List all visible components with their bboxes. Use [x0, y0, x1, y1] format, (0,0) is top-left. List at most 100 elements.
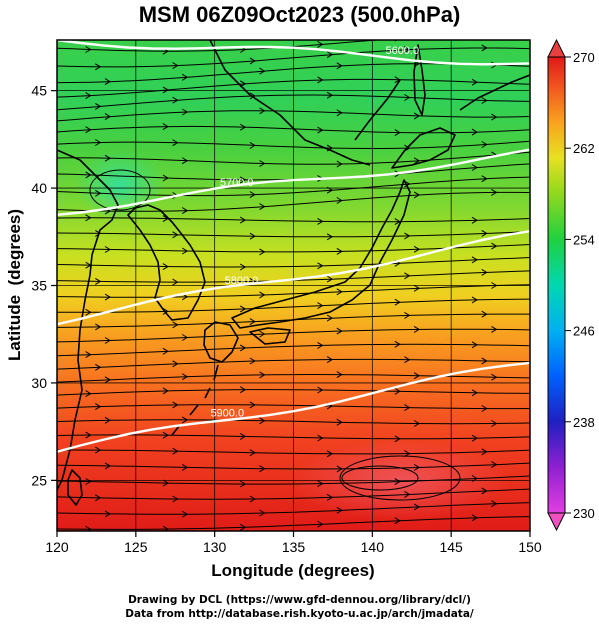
streamline-arrow [471, 164, 478, 171]
streamline-arrow [481, 229, 488, 237]
streamline-arrow [162, 431, 169, 439]
y-tick-label: 45 [31, 83, 47, 99]
streamline [57, 419, 530, 425]
streamline-arrow [394, 298, 401, 306]
x-tick-label: 150 [518, 539, 542, 555]
streamline-arrow [317, 302, 324, 310]
streamline-arrow [104, 78, 111, 86]
contour-label: 5700.0 [220, 177, 254, 189]
streamline-arrow [85, 92, 92, 100]
streamline-arrow [85, 308, 92, 316]
streamline [57, 313, 530, 328]
streamline-arrow [181, 157, 189, 165]
streamline-arrow [413, 372, 421, 380]
streamline [57, 516, 530, 530]
streamline-arrow [491, 500, 498, 508]
colorbar-max-triangle [547, 38, 566, 58]
streamline-arrow [481, 487, 488, 495]
colorbar: 230 238 246 254 262 270 [547, 38, 595, 532]
streamline-arrow [95, 363, 102, 371]
streamline-arrow [471, 434, 478, 442]
streamline-arrow [394, 435, 401, 443]
streamline-arrow [317, 480, 324, 488]
streamline-arrow [404, 232, 411, 240]
streamline-arrow [259, 203, 266, 211]
contour-line [57, 230, 530, 326]
streamline-arrow [85, 46, 92, 53]
streamline-arrow [104, 154, 111, 162]
streamline-arrow [85, 431, 92, 439]
sakhalin-coast [413, 44, 426, 116]
x-tick-label: 145 [439, 539, 463, 555]
credit-dcl: Drawing by DCL (https://www.gfd-dennou.o… [128, 594, 471, 606]
streamline-arrow [317, 341, 324, 349]
contour-line [57, 361, 530, 453]
streamline-arrow [172, 321, 179, 329]
streamline-arrow [162, 174, 169, 182]
streamline [57, 151, 530, 165]
contour-line [57, 148, 530, 216]
streamline [57, 125, 530, 134]
streamline-arrow [104, 462, 111, 470]
streamline-arrow [181, 510, 189, 518]
streamline-arrow [326, 91, 334, 99]
contour-label: 5800.0 [225, 275, 259, 287]
streamline-arrow [85, 351, 92, 359]
streamline-arrow [491, 113, 498, 121]
streamline-arrow [259, 160, 266, 167]
streamline [57, 140, 530, 150]
streamline-arrow [336, 247, 343, 255]
streamline-arrow [249, 141, 256, 149]
streamline-arrow [336, 288, 343, 296]
streamline-arrow [95, 63, 102, 71]
streamline-arrow [404, 272, 411, 280]
streamline-arrow [317, 40, 324, 48]
streamline-arrow [104, 416, 111, 424]
streamline-arrow [481, 97, 488, 104]
streamline-arrow [239, 344, 247, 352]
streamline-arrow [162, 479, 169, 487]
x-tick-label: 130 [203, 539, 227, 555]
streamline-arrow [326, 186, 334, 194]
streamline-arrow [471, 78, 478, 86]
streamline [57, 343, 530, 357]
streamline-arrow [249, 191, 256, 199]
streamline-arrow [394, 218, 401, 226]
hokkaido-coast [391, 127, 456, 169]
streamline-arrow [239, 176, 247, 184]
y-axis-ticks: 25 30 35 40 45 [31, 83, 57, 488]
streamline-arrow [394, 340, 401, 348]
shikoku-coast [249, 327, 291, 345]
streamline-arrow [85, 214, 92, 222]
streamline-arrow [491, 188, 498, 196]
streamline-arrow [95, 403, 102, 411]
streamline-arrow [317, 217, 324, 225]
streamline-arrow [404, 404, 411, 412]
streamline-arrow [104, 113, 111, 121]
streamline-arrow [181, 373, 189, 381]
korea-coast [127, 204, 206, 321]
x-tick-label: 140 [361, 539, 385, 555]
streamline [57, 328, 530, 343]
streamline-arrow [481, 448, 488, 456]
streamline-arrow [491, 461, 498, 469]
streamline-arrow [181, 207, 189, 215]
streamline-arrow [317, 520, 324, 528]
streamline-arrow [326, 51, 334, 59]
streamline-arrow [162, 307, 169, 315]
streamline-arrow [336, 371, 343, 379]
streamline-arrow [491, 325, 498, 333]
streamline-arrow [471, 256, 478, 264]
streamline-arrow [85, 126, 92, 134]
streamline-arrow [336, 506, 343, 514]
streamline-arrow [317, 126, 324, 134]
streamline-arrow [239, 263, 247, 271]
streamline-arrow [104, 293, 111, 301]
streamline-arrow [481, 405, 488, 412]
streamline-arrow [162, 525, 169, 531]
streamline-arrow [317, 386, 324, 394]
streamline-arrow [471, 475, 478, 482]
streamline-arrow [317, 262, 324, 270]
streamline-arrow [162, 123, 169, 131]
